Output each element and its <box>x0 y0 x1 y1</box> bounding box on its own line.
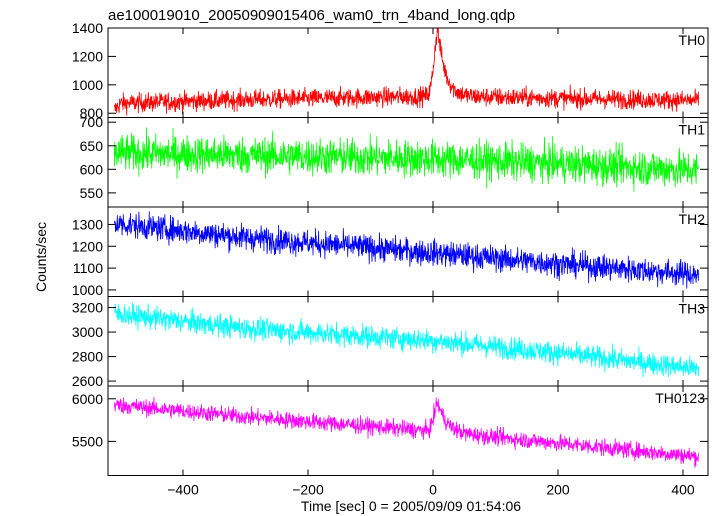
x-tick-label: −200 <box>292 482 324 498</box>
x-tick-label: −400 <box>167 482 199 498</box>
y-tick-label: 1200 <box>72 48 103 64</box>
series-line-th3 <box>113 302 700 378</box>
y-tick-label: 2800 <box>72 349 103 365</box>
panel-label: TH2 <box>679 211 706 227</box>
y-tick-label: 1000 <box>72 282 103 298</box>
y-tick-label: 3000 <box>72 324 103 340</box>
y-tick-label: 6000 <box>72 391 103 407</box>
chart-title: ae100019010_20050909015406_wam0_trn_4ban… <box>108 7 515 24</box>
y-tick-label: 1400 <box>72 20 103 36</box>
y-axis-label: Counts/sec <box>33 222 49 292</box>
y-tick-label: 2600 <box>72 373 103 389</box>
panel-th3: 2600 2800 3000 3200 TH3 <box>72 296 709 389</box>
x-tick-label: 200 <box>546 482 570 498</box>
panel-th2: 1000 1100 1200 1300 TH2 <box>72 206 709 298</box>
series-line-th0123 <box>113 397 700 468</box>
x-tick-label: 0 <box>429 482 437 498</box>
panel-frame <box>107 206 709 297</box>
series-line-th2 <box>113 211 700 289</box>
y-tick-label: 1300 <box>72 216 103 232</box>
panel-th0: 800 1000 1200 1400 TH0 <box>72 20 709 121</box>
y-tick-label: 1000 <box>72 77 103 93</box>
y-tick-label: 5500 <box>72 433 103 449</box>
series-line-th0 <box>113 28 700 116</box>
y-tick-label: 1100 <box>73 260 103 276</box>
panel-label: TH3 <box>679 301 706 317</box>
y-tick-label: 600 <box>80 161 104 177</box>
x-axis-label: Time [sec] 0 = 2005/09/09 01:54:06 <box>301 498 521 514</box>
y-tick-label: 700 <box>80 114 104 130</box>
panels: 800 1000 1200 1400 TH0 550 600 650 700 TH1 1000 110… <box>72 20 709 498</box>
y-tick-label: 550 <box>80 185 104 201</box>
y-tick-label: 800 <box>80 105 104 121</box>
series-line-th1 <box>113 127 700 192</box>
panel-label: TH1 <box>679 122 706 138</box>
panel-label: TH0 <box>679 32 706 48</box>
panel-th1: 550 600 650 700 TH1 <box>80 114 709 208</box>
panel-label: TH0123 <box>655 390 705 406</box>
y-tick-label: 1200 <box>72 238 103 254</box>
panel-frame <box>107 385 709 476</box>
x-tick-label: 400 <box>671 482 695 498</box>
y-tick-label: 650 <box>80 138 104 154</box>
y-tick-label: 3200 <box>72 300 103 316</box>
panel-th0123: 5500 6000 TH0123 <box>72 385 709 476</box>
